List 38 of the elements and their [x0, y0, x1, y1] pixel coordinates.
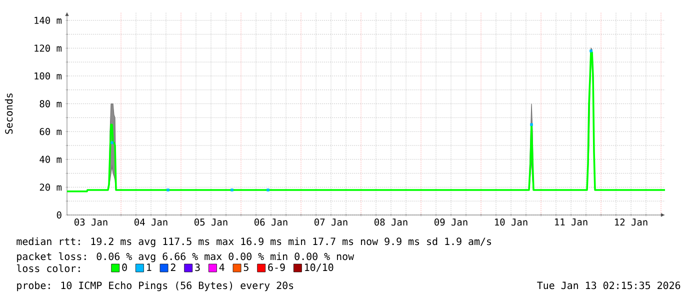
- text: probe: 10 ICMP Echo Pings (56 Bytes) every 20s: [17, 281, 294, 292]
- x-tick-label: 10 Jan: [495, 218, 528, 226]
- y-tick-label: 80 m: [40, 100, 62, 108]
- legend-label: 0: [122, 264, 127, 272]
- legend-label: 1: [147, 264, 152, 271]
- legend-label: 5: [244, 264, 248, 272]
- x-tick-label: 08 Jan: [374, 218, 408, 226]
- text: median rtt: 19.2 ms avg 117.5 ms max 16.9 ms min 17.7 ms now 9.9 ms sd 1.9 am/s: [16, 237, 492, 248]
- y-tick-label: 120 m: [34, 44, 62, 52]
- point: [110, 141, 114, 144]
- legend-label: 4: [219, 264, 224, 271]
- y-tick-label: 0: [56, 211, 62, 219]
- y-tick-label: 20 m: [40, 184, 62, 191]
- text: packet loss: 0.06 % avg 6.66 % max 0.00 % min 0.00 % now: [17, 252, 354, 262]
- legend-label: 10/10: [305, 264, 334, 272]
- x-tick-label: 06 Jan: [254, 218, 288, 226]
- y-tick-label: 40 m: [40, 156, 62, 163]
- legend-label: 2: [170, 264, 176, 271]
- x-tick-label: 12 Jan: [615, 218, 648, 226]
- point: [266, 188, 270, 192]
- point: [230, 188, 234, 192]
- point: [590, 50, 592, 52]
- x-tick-label: 09 Jan: [434, 218, 468, 226]
- y-axis-title: Seconds: [4, 93, 13, 134]
- y-tick-label: 60 m: [40, 128, 62, 136]
- x-tick-label: 07 Jan: [314, 218, 348, 226]
- x-tick-label: 11 Jan: [555, 218, 588, 226]
- y-tick-label: 140 m: [34, 16, 62, 24]
- x-tick-label: 05 Jan: [194, 218, 228, 226]
- text: Tue Jan 13 02:15:35 2026: [537, 282, 680, 290]
- point: [166, 188, 170, 192]
- x-tick-label: 04 Jan: [134, 218, 168, 226]
- point: [530, 123, 533, 126]
- legend-title: loss color:: [16, 264, 80, 272]
- y-tick-label: 100 m: [34, 72, 62, 80]
- legend-label: 3: [195, 264, 200, 272]
- x-tick-label: 03 Jan: [74, 218, 108, 226]
- legend-label: 6-9: [268, 264, 285, 272]
